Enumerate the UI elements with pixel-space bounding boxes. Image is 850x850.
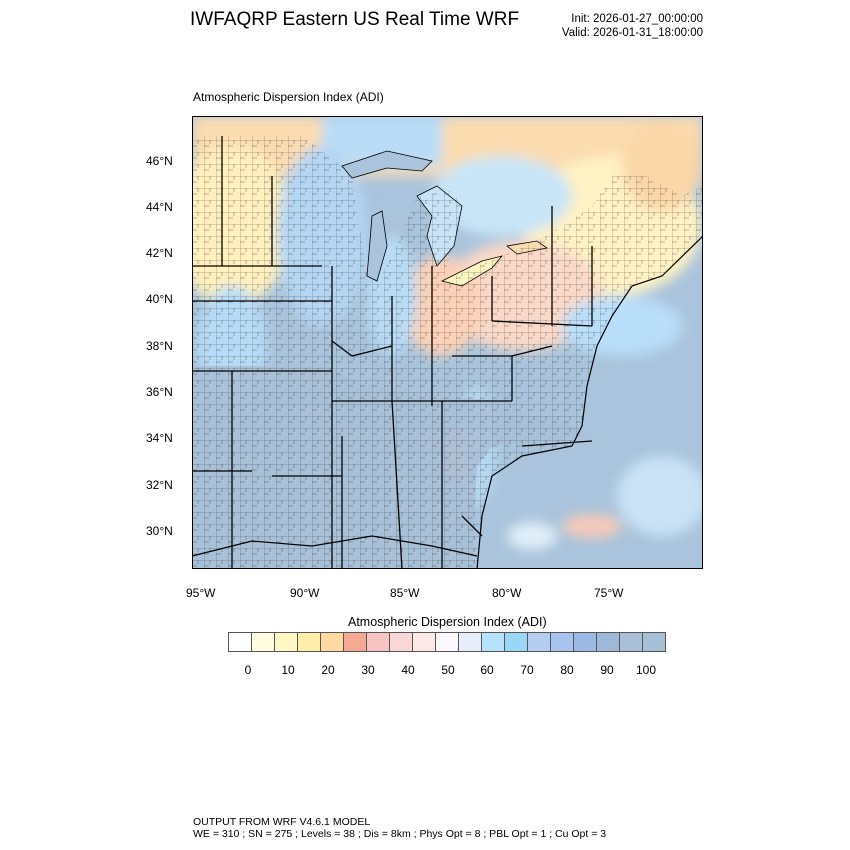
colorbar-swatch xyxy=(275,633,298,651)
colorbar-swatch xyxy=(367,633,390,651)
colorbar-swatch xyxy=(482,633,505,651)
longitude-tick-label: 75°W xyxy=(594,586,624,600)
adi-map xyxy=(192,116,703,569)
latitude-tick-label: 32°N xyxy=(146,478,173,492)
longitude-tick-label: 80°W xyxy=(492,586,522,600)
colorbar-swatch xyxy=(528,633,551,651)
colorbar-swatch xyxy=(574,633,597,651)
latitude-tick-label: 46°N xyxy=(146,154,173,168)
colorbar-tick-label: 80 xyxy=(560,663,574,677)
us-counties xyxy=(192,136,703,569)
gulf-coast xyxy=(192,535,478,557)
map-border xyxy=(192,116,703,569)
longitude-tick-label: 95°W xyxy=(186,586,216,600)
colorbar-swatch xyxy=(459,633,482,651)
colorbar-swatch xyxy=(229,633,252,651)
colorbar-tick-label: 50 xyxy=(441,663,455,677)
latitude-tick-label: 30°N xyxy=(146,524,173,538)
longitude-tick-label: 85°W xyxy=(390,586,420,600)
footer-model: OUTPUT FROM WRF V4.6.1 MODEL xyxy=(193,816,371,828)
coastline xyxy=(476,235,703,569)
state-boundaries xyxy=(192,136,593,569)
colorbar-tick-label: 40 xyxy=(401,663,415,677)
colorbar-tick-label: 60 xyxy=(480,663,494,677)
colorbar-swatch xyxy=(597,633,620,651)
colorbar-swatch xyxy=(413,633,436,651)
colorbar-swatch xyxy=(298,633,321,651)
colorbar-swatch xyxy=(436,633,459,651)
colorbar-swatch xyxy=(390,633,413,651)
colorbar-tick-label: 100 xyxy=(635,663,657,677)
longitude-tick-label: 90°W xyxy=(290,586,320,600)
colorbar-swatch xyxy=(344,633,367,651)
valid-time: Valid: 2026-01-31_18:00:00 xyxy=(561,26,703,39)
map-panel[interactable] xyxy=(192,116,703,569)
latitude-tick-label: 38°N xyxy=(146,339,173,353)
colorbar-swatch xyxy=(620,633,643,651)
colorbar-tick-label: 0 xyxy=(244,663,252,677)
latitude-tick-label: 34°N xyxy=(146,431,173,445)
colorbar-swatch xyxy=(321,633,344,651)
latitude-tick-label: 36°N xyxy=(146,385,173,399)
footer: OUTPUT FROM WRF V4.6.1 MODEL WE = 310 ; … xyxy=(193,816,606,840)
colorbar-swatch xyxy=(505,633,528,651)
colorbar-swatch xyxy=(252,633,275,651)
latitude-tick-label: 44°N xyxy=(146,200,173,214)
run-info: Init: 2026-01-27_00:00:00 Valid: 2026-01… xyxy=(520,13,703,40)
colorbar-tick-label: 70 xyxy=(520,663,534,677)
main-title: IWFAQRP Eastern US Real Time WRF xyxy=(190,9,520,30)
colorbar-swatch xyxy=(551,633,574,651)
panel-title: Atmospheric Dispersion Index (ADI) xyxy=(193,90,384,104)
colorbar-title: Atmospheric Dispersion Index (ADI) xyxy=(348,615,547,629)
colorbar-swatch xyxy=(643,633,665,651)
latitude-tick-label: 40°N xyxy=(146,292,173,306)
colorbar xyxy=(228,632,666,652)
latitude-tick-label: 42°N xyxy=(146,246,173,260)
colorbar-tick-label: 30 xyxy=(361,663,375,677)
colorbar-tick-label: 90 xyxy=(600,663,614,677)
colorbar-tick-label: 10 xyxy=(281,663,295,677)
footer-config: WE = 310 ; SN = 275 ; Levels = 38 ; Dis … xyxy=(193,828,607,840)
colorbar-tick-label: 20 xyxy=(321,663,335,677)
init-time: Init: 2026-01-27_00:00:00 xyxy=(571,13,703,25)
